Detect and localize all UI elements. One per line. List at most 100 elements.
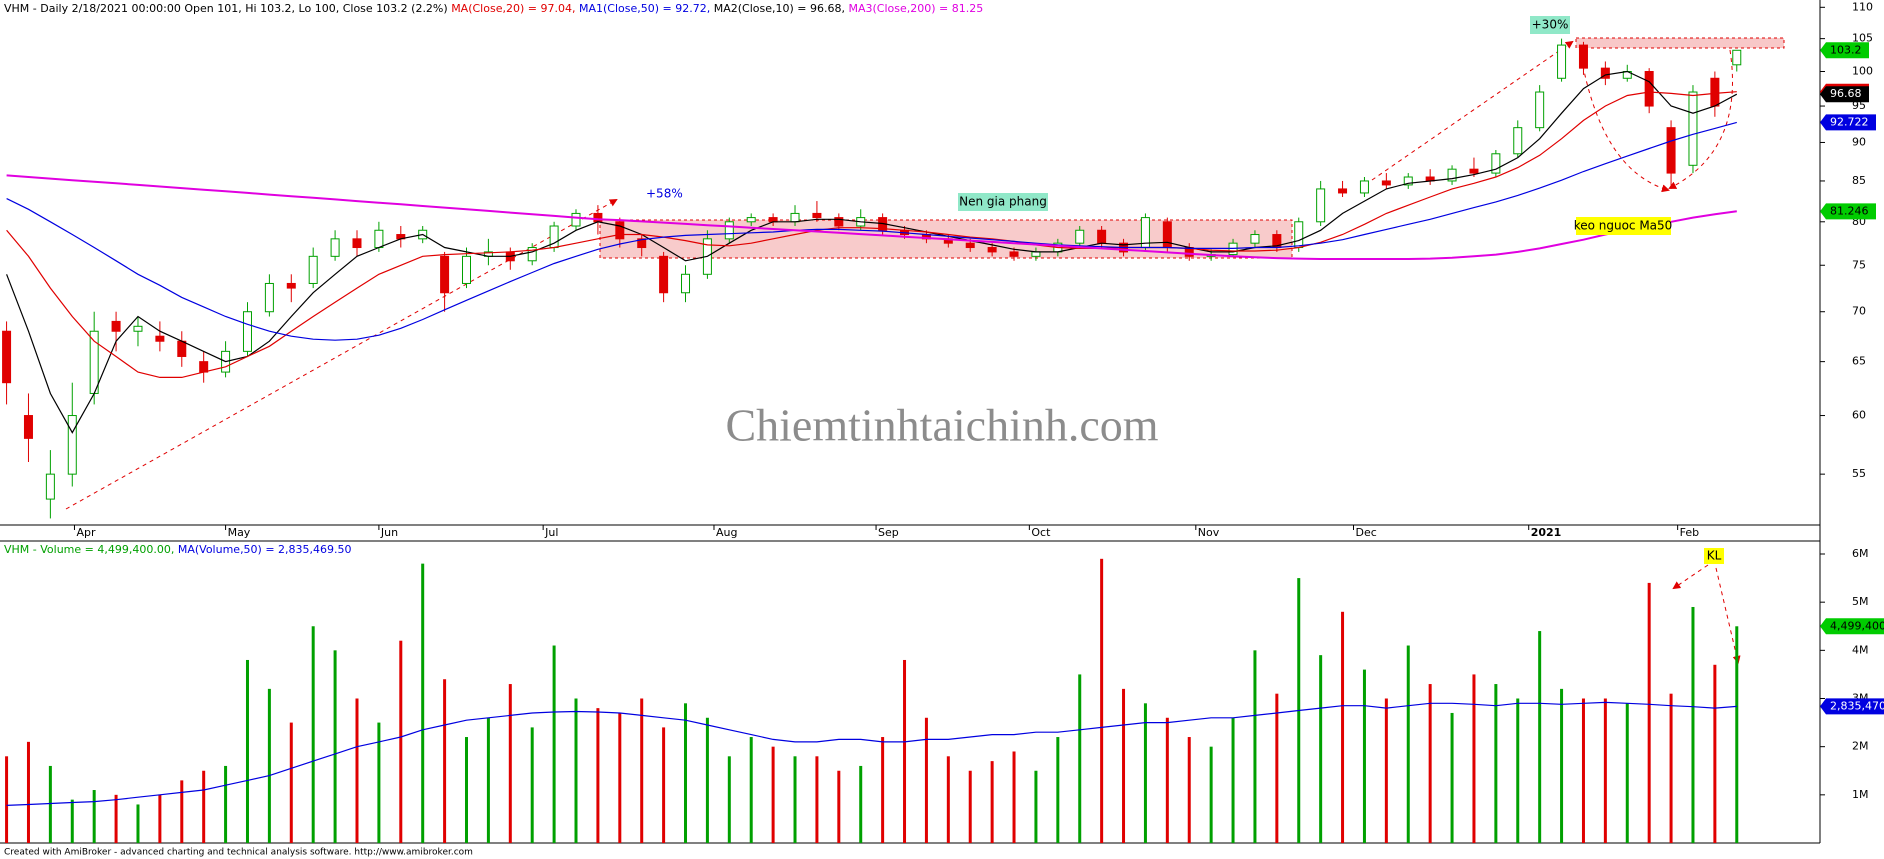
candle-body: [199, 361, 209, 373]
volume-bar: [662, 727, 666, 843]
header-part: MA3(Close,200) = 81.25: [848, 2, 983, 15]
candle-body: [1075, 229, 1085, 244]
candle-body: [1316, 188, 1326, 223]
candle-body: [1491, 153, 1501, 174]
volume-bar: [946, 756, 950, 843]
annotation-bg: [1576, 217, 1671, 235]
candle-body: [1688, 91, 1698, 166]
y-tick-label: 70: [1852, 305, 1866, 318]
candle-body: [659, 255, 669, 294]
volume-bar: [684, 703, 688, 843]
volume-bar: [70, 799, 74, 843]
volume-bar: [1275, 693, 1279, 843]
candle-body: [1403, 176, 1413, 186]
candle-body: [155, 335, 165, 342]
ma-line: [6, 174, 1737, 260]
volume-bar: [1319, 655, 1323, 843]
volume-bar: [749, 737, 753, 843]
candle-body: [1732, 49, 1742, 66]
candle-body: [330, 238, 340, 257]
volume-bar: [1560, 688, 1564, 843]
candle-body: [1557, 44, 1567, 79]
candle-body: [790, 212, 800, 223]
candle-body: [615, 221, 625, 240]
annotation-bg: [1530, 16, 1570, 34]
candle-body: [593, 212, 603, 223]
candle-body: [527, 247, 537, 262]
value-label-bg: [1820, 114, 1876, 131]
candle-body: [264, 282, 274, 313]
y-tick-label: 2M: [1852, 740, 1869, 753]
volume-bar: [1143, 703, 1147, 843]
header-part: MA1(Close,50) = 92.72,: [579, 2, 714, 15]
volume-bar: [1472, 674, 1476, 843]
volume-bar: [1406, 645, 1410, 843]
annotation-bg: [1704, 548, 1724, 564]
volume-bar: [399, 640, 403, 843]
volume-bar: [289, 722, 293, 843]
volume-bar: [1012, 751, 1016, 843]
value-label: 2,835,470: [1830, 699, 1884, 712]
volume-bar: [1100, 558, 1104, 843]
volume-bar: [727, 756, 731, 843]
candle-body: [1644, 70, 1654, 107]
volume-bar: [705, 717, 709, 843]
candle-body: [1447, 168, 1457, 182]
x-tick-label: Feb: [1680, 526, 1699, 539]
volume-bar: [1450, 712, 1454, 843]
x-tick-label: 2021: [1531, 526, 1562, 539]
candle-body: [242, 311, 252, 352]
volume-bar: [26, 741, 30, 843]
candle-body: [1338, 188, 1348, 194]
candle-body: [45, 473, 55, 500]
y-tick-label: 75: [1852, 258, 1866, 271]
value-label: 103.2: [1830, 43, 1862, 56]
value-label: 4,499,400: [1830, 619, 1884, 632]
y-tick-label: 4M: [1852, 643, 1869, 656]
candle-body: [834, 217, 844, 227]
value-label-bg: [1820, 203, 1876, 220]
volume-bar: [1538, 631, 1542, 843]
volume-bar: [859, 765, 863, 843]
x-tick-label: Jul: [544, 526, 558, 539]
candle-body: [308, 255, 318, 284]
header-part: VHM - Daily 2/18/2021 00:00:00 Open 101,…: [4, 2, 451, 15]
y-tick-label: 55: [1852, 467, 1866, 480]
annotation: +30%: [1532, 18, 1569, 32]
volume-bar: [618, 712, 622, 843]
volume-bar: [815, 756, 819, 843]
watermark: Chiemtinhtaichinh.com: [725, 400, 1158, 451]
y-tick-label: 95: [1852, 99, 1866, 112]
candle-body: [1097, 229, 1107, 244]
volume-bar: [1253, 650, 1257, 843]
volume-bar: [968, 770, 972, 843]
volume-bar: [421, 563, 425, 843]
candle-body: [133, 325, 143, 332]
candle-body: [1162, 221, 1172, 249]
candle-body: [768, 217, 778, 223]
volume-bar: [180, 780, 184, 843]
volume-bar: [5, 756, 9, 843]
x-tick-label: Apr: [76, 526, 96, 539]
volume-bar: [1581, 698, 1585, 843]
value-label-bg: [1820, 86, 1869, 103]
candle-body: [177, 340, 187, 357]
candle-body: [987, 247, 997, 253]
volume-bar: [1516, 698, 1520, 843]
annotation: +58%: [646, 187, 683, 201]
annotation: keo nguoc Ma50: [1574, 219, 1673, 233]
candle-body: [461, 255, 471, 284]
candle-body: [681, 273, 691, 294]
annotation-bg: [958, 193, 1048, 211]
volume-bar: [267, 688, 271, 843]
candle-body: [724, 221, 734, 240]
volume-bar: [574, 698, 578, 843]
volume-bar: [333, 650, 337, 843]
volume-bar: [1647, 582, 1651, 843]
volume-bar: [1691, 606, 1695, 843]
volume-bar: [1669, 693, 1673, 843]
volume-ma-line: [6, 701, 1737, 806]
volume-bar: [1341, 611, 1345, 843]
header-part: MA(Volume,50) = 2,835,469.50: [178, 543, 352, 556]
